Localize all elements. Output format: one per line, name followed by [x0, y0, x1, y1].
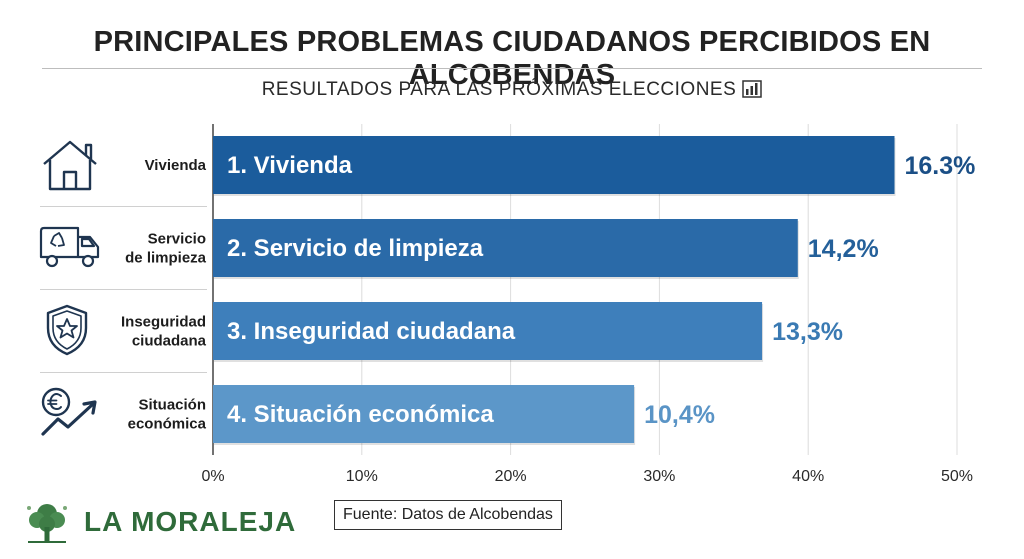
value-label: 10,4%	[644, 401, 715, 429]
x-tick-label: 10%	[346, 468, 378, 485]
euro-growth-icon	[41, 387, 97, 436]
category-label: económica	[128, 416, 207, 433]
bar	[213, 385, 635, 443]
value-label: 13,3%	[772, 318, 843, 346]
brand-name: LA MORALEJA	[84, 506, 297, 537]
bar	[213, 136, 895, 194]
category-label: ciudadana	[132, 333, 207, 350]
x-tick-label: 0%	[201, 468, 224, 485]
category-label: Inseguridad	[121, 314, 206, 331]
bar-chart-icon	[742, 80, 763, 98]
brand-logo: LA MORALEJA	[24, 500, 296, 544]
x-tick-label: 20%	[495, 468, 527, 485]
shield-star-icon	[46, 304, 88, 356]
category-label: de limpieza	[125, 250, 207, 267]
bar	[213, 302, 763, 360]
x-tick-label: 40%	[792, 468, 824, 485]
category-label: Situación	[138, 397, 206, 414]
house-icon	[43, 140, 97, 191]
tree-icon	[27, 504, 67, 543]
value-label: 16.3%	[905, 152, 976, 180]
chart-title: PRINCIPALES PROBLEMAS CIUDADANOS PERCIBI…	[93, 26, 931, 91]
bar	[213, 219, 798, 277]
garbage-truck-icon	[39, 226, 100, 268]
title-divider	[42, 68, 982, 69]
bar-label: 2. Servicio de limpieza	[227, 235, 484, 262]
chart-subtitle: RESULTADOS PARA LAS PRÓXIMAS ELECCIONES	[0, 79, 1024, 101]
x-tick-label: 30%	[643, 468, 675, 485]
bar-label: 4. Situación económica	[227, 401, 494, 428]
value-label: 14,2%	[808, 235, 879, 263]
bar-label: 3. Inseguridad ciudadana	[227, 318, 516, 345]
chart-subtitle-text: RESULTADOS PARA LAS PRÓXIMAS ELECCIONES	[261, 79, 737, 100]
source-note: Fuente: Datos de Alcobendas	[334, 500, 562, 530]
bar-label: 1. Vivienda	[227, 152, 353, 179]
category-label: Vivienda	[145, 157, 207, 174]
category-label: Servicio	[148, 231, 206, 248]
x-tick-label: 50%	[941, 468, 973, 485]
